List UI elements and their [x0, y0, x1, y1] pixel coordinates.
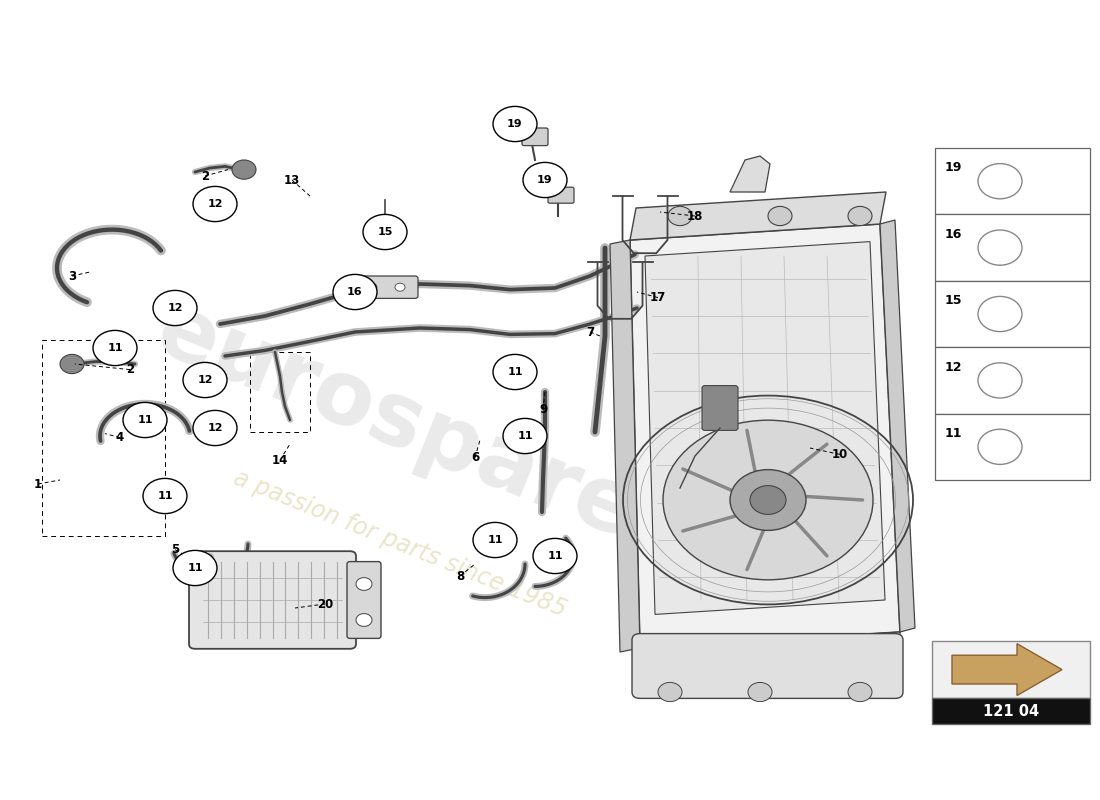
Text: 12: 12 [167, 303, 183, 313]
Text: 11: 11 [507, 367, 522, 377]
Circle shape [493, 106, 537, 142]
Text: 15: 15 [377, 227, 393, 237]
Text: 16: 16 [945, 228, 962, 241]
Text: 4: 4 [116, 431, 124, 444]
Polygon shape [610, 240, 640, 652]
Circle shape [356, 578, 372, 590]
Text: 11: 11 [187, 563, 202, 573]
FancyBboxPatch shape [346, 562, 381, 638]
Text: 5: 5 [170, 543, 179, 556]
Text: 11: 11 [517, 431, 532, 441]
Text: 19: 19 [507, 119, 522, 129]
Circle shape [658, 682, 682, 702]
Text: 12: 12 [207, 423, 222, 433]
Text: 1: 1 [34, 478, 42, 490]
FancyBboxPatch shape [358, 276, 418, 298]
Polygon shape [730, 156, 770, 192]
Text: 11: 11 [138, 415, 153, 425]
Bar [935, 347, 1090, 414]
Text: 7: 7 [586, 326, 594, 338]
Text: a passion for parts since 1985: a passion for parts since 1985 [230, 466, 570, 622]
Circle shape [668, 206, 692, 226]
Text: 20: 20 [317, 598, 333, 610]
Circle shape [333, 274, 377, 310]
Circle shape [192, 410, 236, 446]
Text: 13: 13 [284, 174, 300, 186]
Circle shape [123, 402, 167, 438]
Circle shape [848, 206, 872, 226]
Text: 11: 11 [548, 551, 563, 561]
Text: 16: 16 [348, 287, 363, 297]
Circle shape [730, 470, 806, 530]
Polygon shape [635, 632, 900, 668]
Circle shape [371, 221, 399, 243]
Text: 14: 14 [272, 454, 288, 466]
Text: 15: 15 [945, 294, 962, 307]
Ellipse shape [663, 420, 873, 580]
Text: 9: 9 [539, 403, 547, 416]
Circle shape [473, 522, 517, 558]
FancyBboxPatch shape [189, 551, 356, 649]
Circle shape [768, 206, 792, 226]
Polygon shape [880, 220, 915, 632]
Text: 2: 2 [201, 170, 209, 182]
Circle shape [153, 290, 197, 326]
Text: 17: 17 [650, 291, 667, 304]
Circle shape [750, 486, 786, 514]
Text: 3: 3 [68, 270, 76, 282]
Text: 12: 12 [207, 199, 222, 209]
Circle shape [395, 283, 405, 291]
Circle shape [192, 186, 236, 222]
Bar [935, 281, 1090, 347]
Text: 6: 6 [471, 451, 480, 464]
Circle shape [748, 682, 772, 702]
Circle shape [848, 682, 872, 702]
Circle shape [493, 354, 537, 390]
Polygon shape [630, 224, 900, 648]
Circle shape [173, 550, 217, 586]
Text: eurospares: eurospares [143, 286, 697, 578]
Text: 12: 12 [945, 361, 962, 374]
Text: 8: 8 [455, 570, 464, 582]
Polygon shape [952, 644, 1062, 695]
Circle shape [522, 162, 566, 198]
FancyBboxPatch shape [522, 128, 548, 146]
Circle shape [367, 283, 377, 291]
FancyBboxPatch shape [632, 634, 903, 698]
Circle shape [232, 160, 256, 179]
Circle shape [143, 478, 187, 514]
Text: 11: 11 [157, 491, 173, 501]
Bar [935, 148, 1090, 214]
Circle shape [60, 354, 84, 374]
Circle shape [363, 214, 407, 250]
Text: 18: 18 [686, 210, 703, 222]
Circle shape [356, 614, 372, 626]
Text: 11: 11 [108, 343, 123, 353]
Text: 11: 11 [945, 427, 962, 440]
Text: 121 04: 121 04 [983, 704, 1040, 718]
Bar [932, 641, 1090, 698]
FancyBboxPatch shape [702, 386, 738, 430]
Bar [935, 214, 1090, 281]
Circle shape [183, 362, 227, 398]
Text: 11: 11 [487, 535, 503, 545]
Text: 10: 10 [832, 448, 848, 461]
FancyBboxPatch shape [548, 187, 574, 203]
Bar [932, 698, 1090, 724]
Text: 19: 19 [537, 175, 553, 185]
Polygon shape [630, 192, 886, 240]
Text: 12: 12 [197, 375, 212, 385]
Circle shape [503, 418, 547, 454]
Text: 19: 19 [945, 162, 962, 174]
Circle shape [94, 330, 138, 366]
Bar [935, 414, 1090, 480]
Text: 2: 2 [125, 363, 134, 376]
Circle shape [534, 538, 578, 574]
Polygon shape [645, 242, 886, 614]
